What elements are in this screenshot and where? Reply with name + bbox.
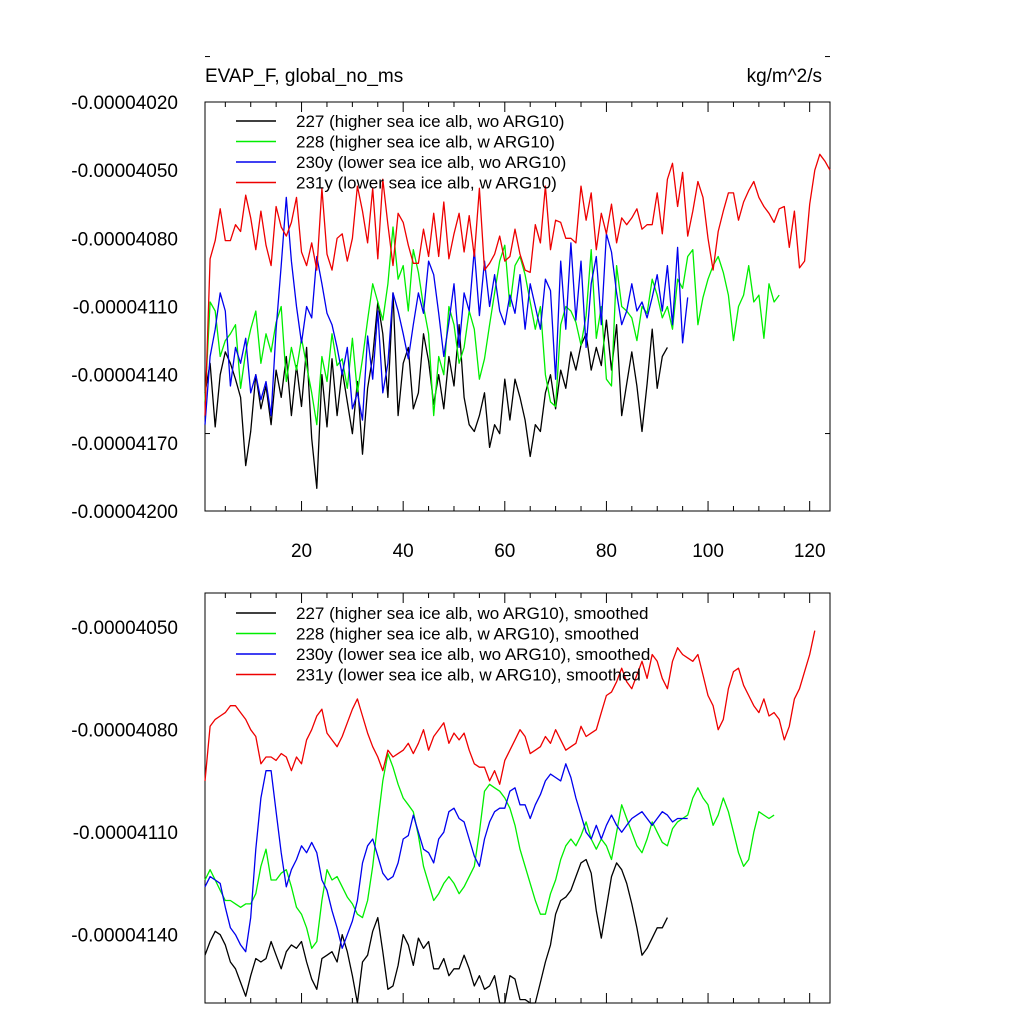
y-tick-label: -0.00004050	[71, 161, 178, 182]
x-tick-label: 80	[596, 541, 617, 562]
plot-frame	[204, 592, 831, 1004]
legend-label: 227 (higher sea ice alb, wo ARG10), smoo…	[296, 604, 648, 623]
series-line-2	[204, 196, 689, 425]
x-tick-label: 100	[692, 541, 724, 562]
x-tick-label: 40	[393, 541, 414, 562]
legend-label: 228 (higher sea ice alb, w ARG10)	[296, 133, 555, 152]
y-tick-label: -0.00004080	[71, 229, 178, 250]
plot-frame	[204, 101, 831, 512]
x-tick-label: 120	[794, 541, 826, 562]
legend-label: 230y (lower sea ice alb, wo ARG10)	[296, 153, 566, 172]
series-line-3	[204, 153, 831, 416]
series-line-3	[204, 630, 816, 785]
y-tick-label: -0.00004050	[71, 618, 178, 639]
x-tick-label: 20	[291, 541, 312, 562]
y-tick-label: -0.00004170	[71, 434, 178, 455]
series-line-1	[204, 752, 775, 949]
chart-header-left: EVAP_F, global_no_ms	[205, 66, 403, 87]
y-tick-label: -0.00004140	[71, 926, 178, 947]
series-line-0	[204, 858, 668, 1004]
y-tick-label: -0.00004020	[71, 93, 178, 114]
y-tick-label: -0.00004110	[73, 823, 178, 844]
y-tick-label: -0.00004200	[71, 502, 178, 523]
series-line-1	[204, 226, 780, 426]
legend-label: 228 (higher sea ice alb, w ARG10), smoot…	[296, 625, 639, 644]
chart-header-right: kg/m^2/s	[747, 66, 822, 87]
x-tick-label: 60	[494, 541, 515, 562]
y-tick-label: -0.00004140	[71, 366, 178, 387]
y-tick-label: -0.00004080	[71, 721, 178, 742]
legend-label: 231y (lower sea ice alb, w ARG10), smoot…	[296, 666, 641, 685]
y-tick-label: -0.00004110	[73, 298, 178, 319]
bottom-panel: -0.00004050 -0.00004080 -0.00004110 -0.0000…	[71, 433, 831, 1004]
legend-label: 231y (lower sea ice alb, w ARG10)	[296, 174, 557, 193]
series-line-2	[204, 763, 688, 953]
legend-label: 227 (higher sea ice alb, wo ARG10)	[296, 112, 564, 131]
top-panel: 20 40 60 80 100 120 -0.00004020 -0.00004050 -0.0…	[71, 56, 831, 562]
legend-label: 230y (lower sea ice alb, wo ARG10), smoo…	[296, 645, 650, 664]
